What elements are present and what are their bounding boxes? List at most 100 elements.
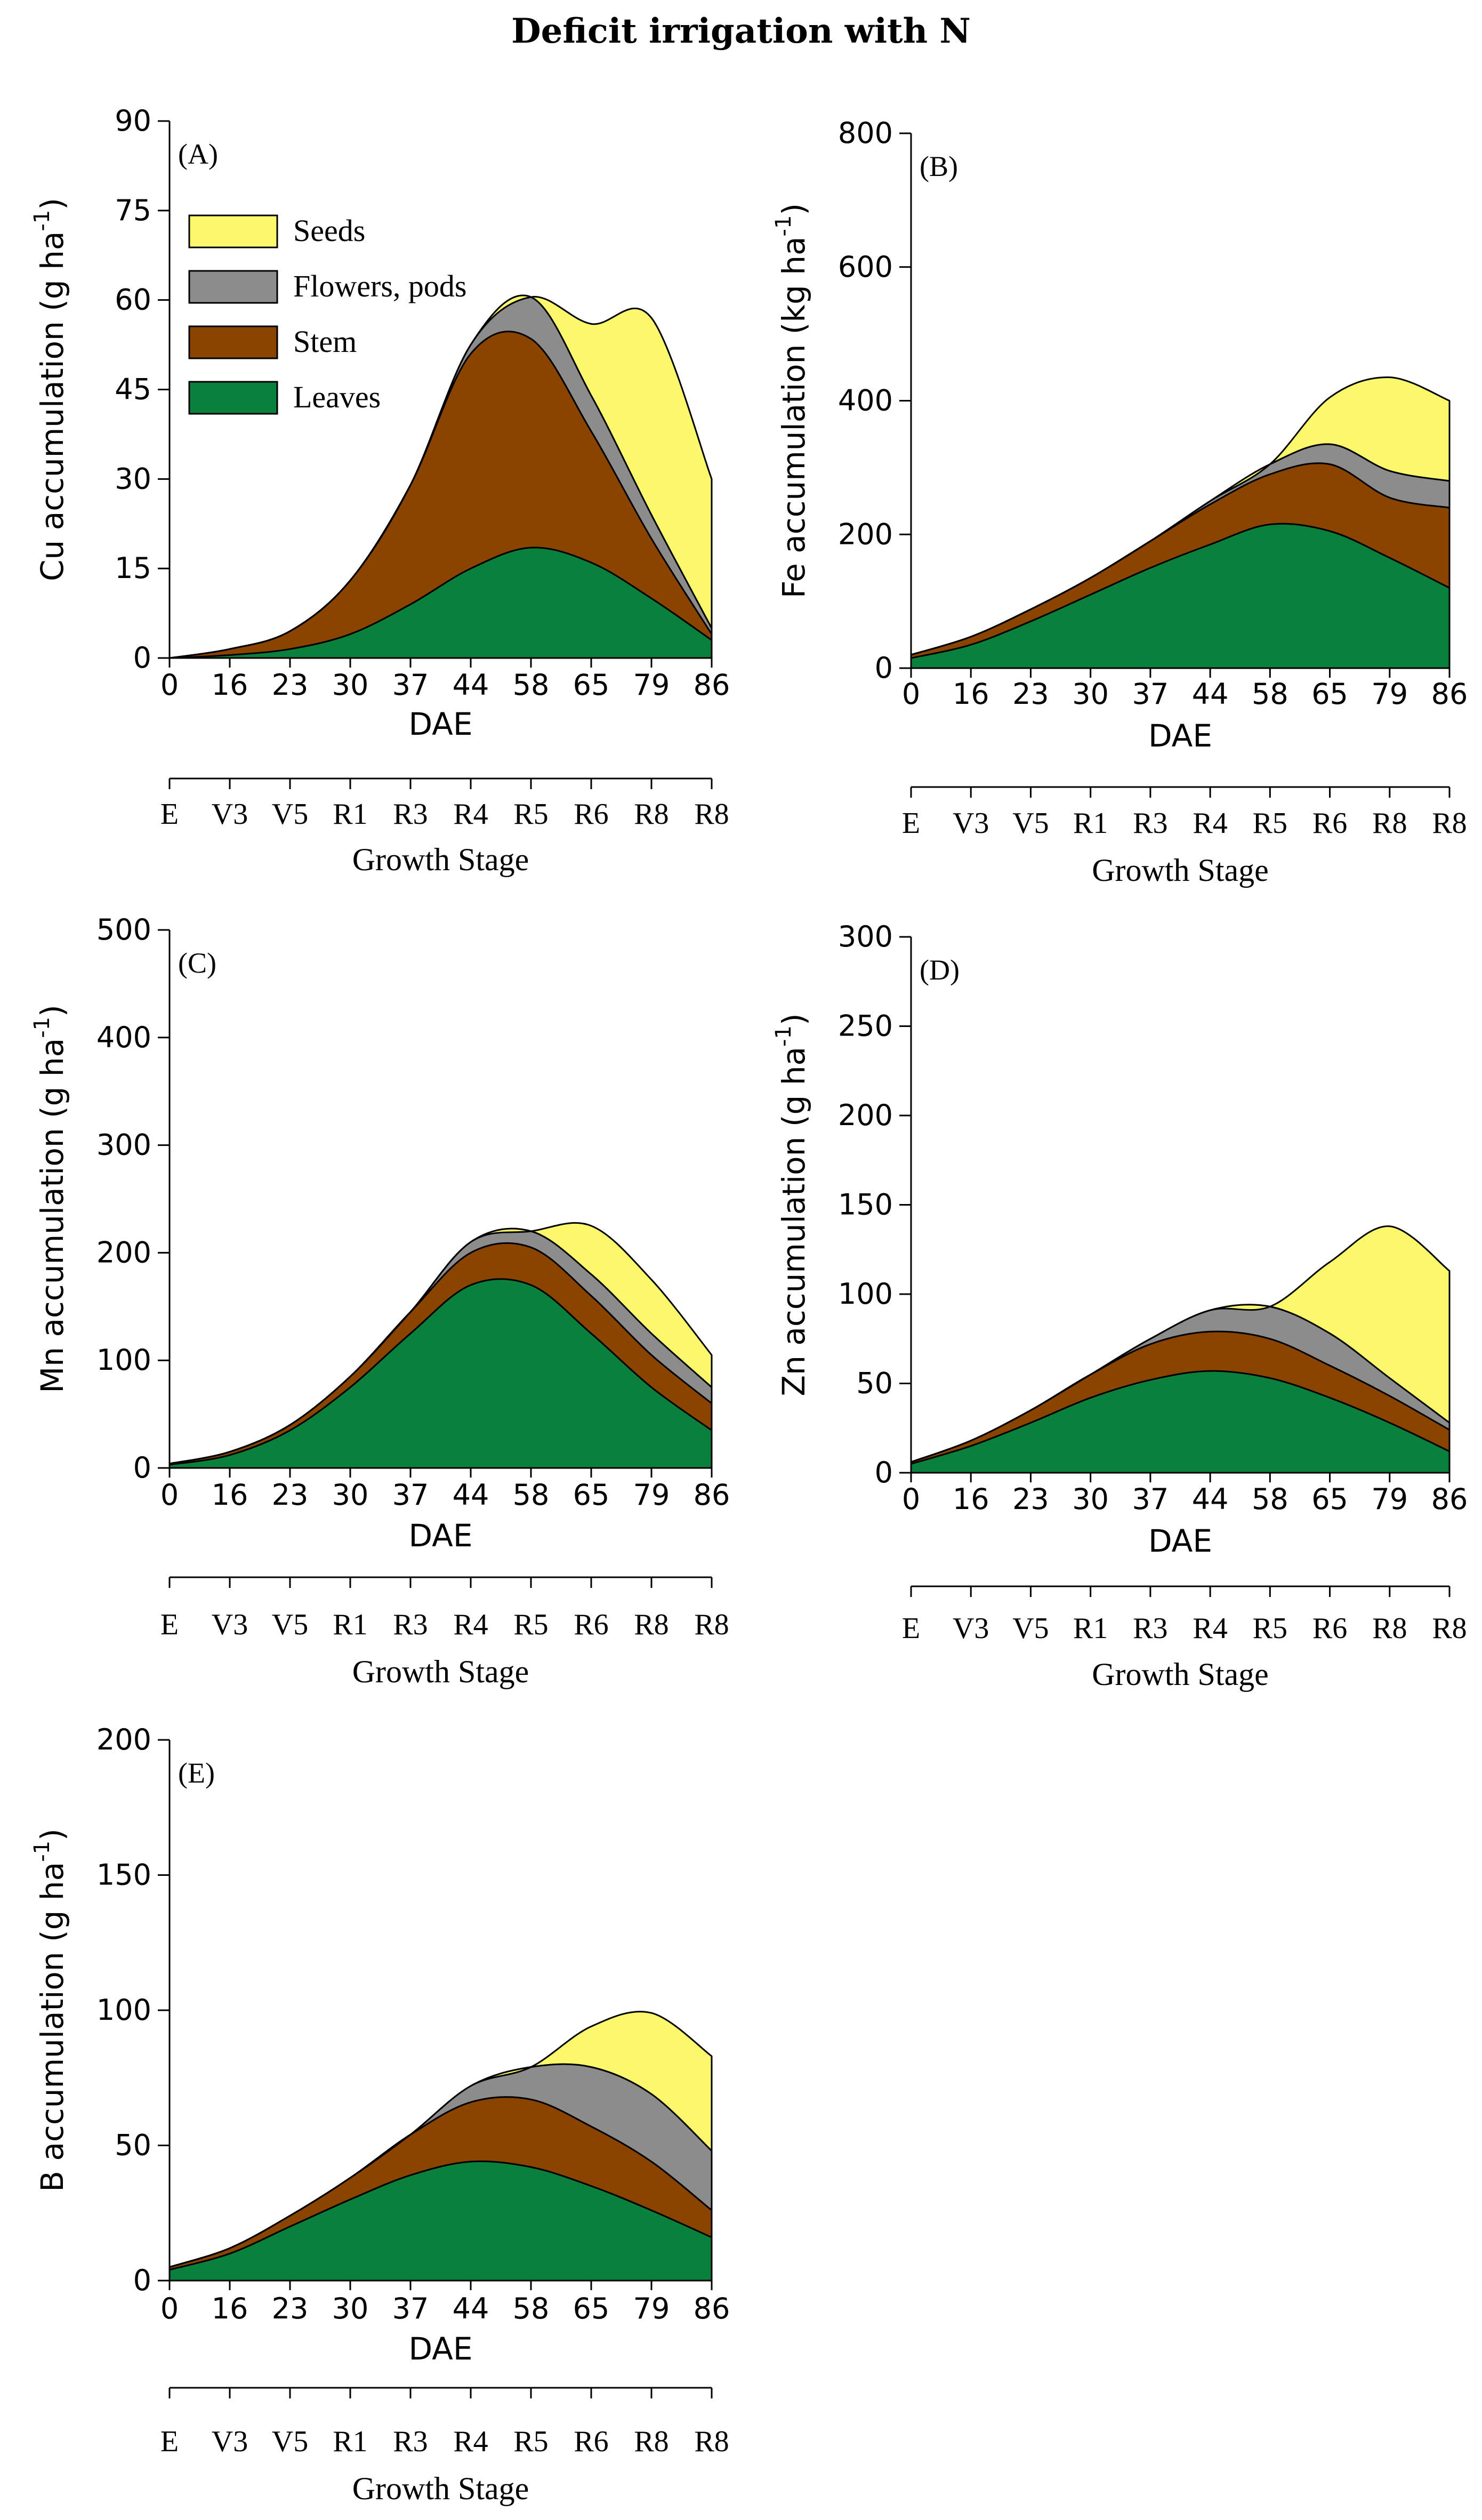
y-axis-title-main: Zn accumulation (g ha xyxy=(776,1047,812,1397)
stage-label: V5 xyxy=(1012,807,1049,840)
y-tick-label: 0 xyxy=(875,1456,893,1489)
panel-label: (D) xyxy=(920,954,960,986)
y-tick-label: 30 xyxy=(115,462,151,495)
x-tick-label: 30 xyxy=(1072,1482,1109,1516)
x-tick-label: 37 xyxy=(1132,1482,1169,1516)
legend: Seeds Flowers, pods Stem Leaves xyxy=(188,213,466,415)
x-tick-label: 44 xyxy=(453,1478,489,1512)
stage-label: R8 xyxy=(1372,807,1407,840)
y-tick-label: 15 xyxy=(115,551,151,585)
x-tick-label: 86 xyxy=(694,668,730,702)
chart-panel-4: 0 50 100 150 200 250 300 0 16 23 30 37 44 58 65 79 86 DAE… xyxy=(771,920,1468,1692)
stage-label: R8 xyxy=(1432,1612,1467,1645)
y-axis-title-close: ) xyxy=(34,1005,70,1017)
x-tick-label: 58 xyxy=(513,668,550,702)
x-tick-label: 79 xyxy=(1371,1482,1408,1516)
y-axis-title-superscript: -1 xyxy=(30,1017,54,1038)
y-tick-label: 200 xyxy=(96,1723,151,1756)
stage-axis-title: Growth Stage xyxy=(352,1654,529,1689)
stage-label: R5 xyxy=(513,1608,548,1641)
y-axis-title-close: ) xyxy=(34,198,70,210)
stage-label: R4 xyxy=(453,1608,488,1641)
y-axis-title-main: Mn accumulation (g ha xyxy=(34,1038,70,1393)
x-axis-title: DAE xyxy=(409,706,473,742)
x-tick-label: 79 xyxy=(1371,677,1408,711)
y-tick-label: 100 xyxy=(838,1277,893,1311)
x-tick-label: 30 xyxy=(332,2292,369,2325)
y-tick-label: 0 xyxy=(133,1451,151,1484)
area-seeds xyxy=(168,2011,713,2268)
stage-label: R8 xyxy=(694,798,729,831)
stage-label: R8 xyxy=(634,1608,668,1641)
y-tick-label: 400 xyxy=(838,384,893,418)
y-tick-label: 250 xyxy=(838,1009,893,1043)
stage-label: R8 xyxy=(1372,1612,1407,1645)
x-tick-label: 44 xyxy=(1192,677,1229,711)
legend-label: Stem xyxy=(293,324,357,359)
y-axis-title-superscript: -1 xyxy=(30,210,54,231)
x-tick-label: 79 xyxy=(633,1478,670,1512)
x-tick-label: 86 xyxy=(1431,677,1468,711)
x-tick-label: 37 xyxy=(392,668,429,702)
x-tick-label: 0 xyxy=(902,1482,920,1516)
stage-axis-title: Growth Stage xyxy=(352,2471,529,2506)
stage-label: R4 xyxy=(453,798,488,831)
x-tick-label: 65 xyxy=(573,668,610,702)
panel-label: (B) xyxy=(920,150,958,182)
area-seeds xyxy=(910,1225,1451,1463)
x-tick-label: 44 xyxy=(1192,1482,1229,1516)
x-tick-label: 44 xyxy=(453,2292,489,2325)
y-tick-label: 0 xyxy=(133,641,151,675)
stage-label: R5 xyxy=(1253,1612,1287,1645)
x-tick-label: 16 xyxy=(212,2292,248,2325)
x-tick-label: 58 xyxy=(1252,677,1288,711)
x-tick-label: 86 xyxy=(1431,1482,1468,1516)
x-tick-label: 86 xyxy=(694,2292,730,2325)
y-tick-label: 300 xyxy=(96,1128,151,1162)
stage-label: R4 xyxy=(453,2425,488,2458)
stage-label: R6 xyxy=(1312,807,1347,840)
stage-label: R8 xyxy=(634,798,668,831)
x-tick-label: 23 xyxy=(272,668,309,702)
x-tick-label: 65 xyxy=(573,1478,610,1512)
stage-label: R6 xyxy=(1312,1612,1347,1645)
stage-axis-title: Growth Stage xyxy=(352,842,529,877)
x-axis-title: DAE xyxy=(1148,1523,1212,1559)
y-tick-label: 200 xyxy=(838,517,893,551)
stage-label: R4 xyxy=(1193,807,1227,840)
chart-panel-1: 0 15 30 45 60 75 90 0 16 23 30 37 44 58 65 79 86 DAE E V3 V5… xyxy=(30,104,730,877)
stage-label: R1 xyxy=(1073,807,1108,840)
x-tick-label: 16 xyxy=(212,668,248,702)
x-tick-label: 37 xyxy=(1132,677,1169,711)
y-tick-label: 500 xyxy=(96,913,151,946)
stage-label: R3 xyxy=(1133,1612,1167,1645)
x-tick-label: 30 xyxy=(1072,677,1109,711)
stage-axis-title: Growth Stage xyxy=(1092,853,1269,888)
stage-label: R4 xyxy=(1193,1612,1227,1645)
x-tick-label: 44 xyxy=(453,668,489,702)
y-axis-title: Fe accumulation (kg ha-1) xyxy=(771,203,812,598)
x-tick-label: 23 xyxy=(272,2292,309,2325)
stage-label: V3 xyxy=(953,807,989,840)
x-tick-label: 79 xyxy=(633,2292,670,2325)
y-tick-label: 50 xyxy=(115,2129,151,2162)
stage-label: V5 xyxy=(272,2425,308,2458)
x-tick-label: 58 xyxy=(513,2292,550,2325)
stage-label: E xyxy=(902,807,920,840)
x-axis-title: DAE xyxy=(1148,718,1212,754)
y-tick-label: 45 xyxy=(115,373,151,406)
legend-label: Flowers, pods xyxy=(293,269,466,303)
legend-swatch xyxy=(188,381,278,415)
stage-label: R8 xyxy=(694,1608,729,1641)
panel-label: (C) xyxy=(178,947,216,979)
area-seeds xyxy=(910,376,1451,656)
stage-label: R8 xyxy=(694,2425,729,2458)
x-tick-label: 16 xyxy=(212,1478,248,1512)
chart-panel-5: 0 50 100 150 200 0 16 23 30 37 44 58 65 79 86 DAE E V3 V5 R… xyxy=(30,1723,730,2506)
x-tick-label: 37 xyxy=(392,2292,429,2325)
stage-label: V5 xyxy=(272,1608,308,1641)
stage-label: E xyxy=(902,1612,920,1645)
stage-label: V3 xyxy=(212,798,248,831)
y-axis-title: Zn accumulation (g ha-1) xyxy=(771,1013,812,1396)
